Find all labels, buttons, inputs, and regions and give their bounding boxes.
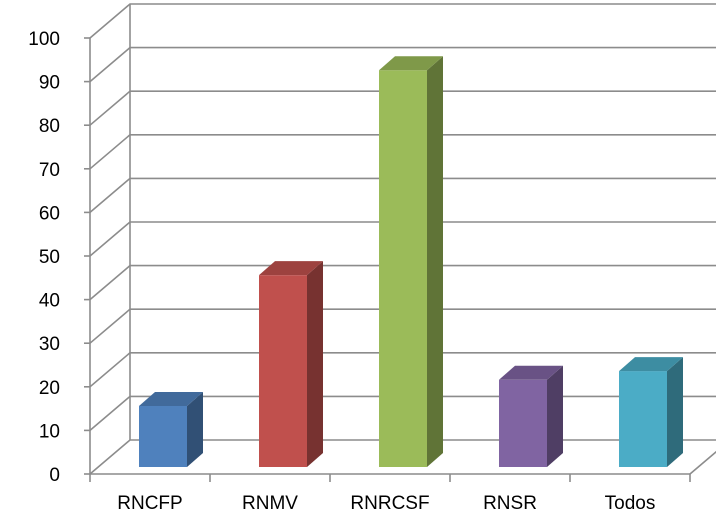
bar-RNCFP [139, 391, 203, 467]
bar-RNSR [499, 365, 563, 467]
label-layer: 0 10 20 30 40 50 60 70 80 90 100 RNCFP RNMV RNRCSF RNS… [28, 29, 655, 514]
y-tick-label-0: 0 [49, 465, 60, 486]
bar-top-RNRCSF [379, 56, 443, 71]
y-tick-label-90: 90 [39, 73, 60, 94]
bar-side-RNMV [307, 261, 323, 467]
x-tick-label-RNSR: RNSR [483, 493, 537, 514]
bar-Todos [619, 357, 683, 467]
bar-front-Todos [619, 371, 667, 467]
bar-side-RNCFP [187, 391, 203, 467]
y-tick-label-30: 30 [39, 334, 60, 355]
x-tick-label-Todos: Todos [605, 493, 656, 514]
bar-side-RNRCSF [427, 56, 443, 468]
y-tick-label-80: 80 [39, 116, 60, 137]
floor-right-edge [689, 450, 716, 475]
bar-layer [139, 56, 683, 468]
y-tick-label-60: 60 [39, 203, 60, 224]
y-tick-label-10: 10 [39, 421, 60, 442]
bar-RNRCSF [379, 56, 443, 468]
bar-top-RNSR [499, 365, 563, 380]
bar-side-RNSR [547, 365, 563, 467]
bar-RNMV [259, 261, 323, 467]
axis-layer [84, 4, 716, 482]
bar-top-RNMV [259, 261, 323, 276]
bar-top-Todos [619, 357, 683, 372]
bar-front-RNRCSF [379, 70, 427, 468]
y-tick-label-50: 50 [39, 247, 60, 268]
x-tick-label-RNCFP: RNCFP [117, 493, 182, 514]
bar-front-RNMV [259, 275, 307, 467]
x-tick-label-RNMV: RNMV [242, 493, 298, 514]
bar-front-RNCFP [139, 405, 187, 467]
y-tick-label-100: 100 [28, 29, 60, 50]
x-tick-label-RNRCSF: RNRCSF [350, 493, 429, 514]
y-tick-label-70: 70 [39, 160, 60, 181]
bar-front-RNSR [499, 379, 547, 467]
bar-top-RNCFP [139, 391, 203, 406]
gridline-100 [89, 3, 716, 39]
y-tick-label-20: 20 [39, 378, 60, 399]
y-tick-label-40: 40 [39, 291, 60, 312]
bar-side-Todos [667, 357, 683, 467]
